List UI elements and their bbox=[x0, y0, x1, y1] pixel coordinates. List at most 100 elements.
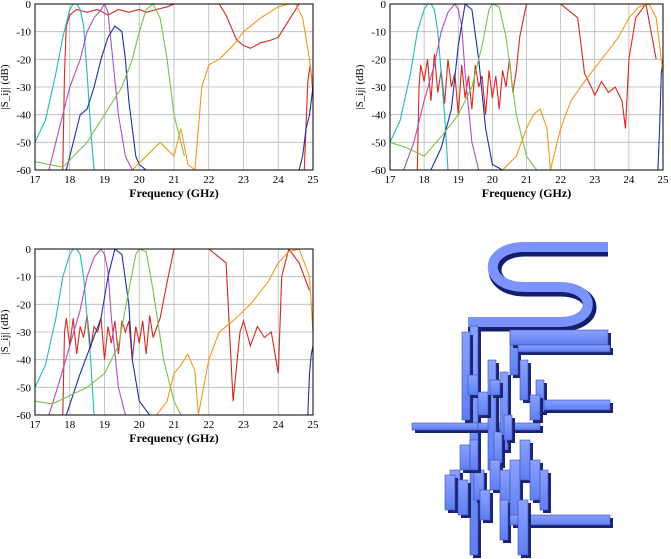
x-tick-label: 22 bbox=[203, 419, 214, 431]
x-tick-label: 20 bbox=[134, 174, 146, 186]
y-tick-label: -20 bbox=[16, 299, 31, 311]
strip-segments bbox=[411, 325, 613, 558]
x-tick-label: 21 bbox=[521, 174, 532, 186]
strip-segment bbox=[543, 399, 611, 411]
x-tick-label: 22 bbox=[203, 174, 214, 186]
strip-segment bbox=[489, 459, 501, 491]
strip-segment bbox=[444, 474, 456, 511]
x-tick-label: 17 bbox=[30, 419, 42, 431]
strip-segment bbox=[517, 499, 529, 556]
strip-segment bbox=[517, 344, 611, 353]
x-tick-label: 25 bbox=[658, 174, 670, 186]
series-blue-4 bbox=[307, 345, 313, 415]
x-tick-label: 20 bbox=[487, 174, 499, 186]
x-tick-label: 21 bbox=[169, 174, 180, 186]
y-tick-label: -60 bbox=[16, 165, 31, 177]
strip-segment bbox=[477, 391, 489, 416]
series-magenta-3 bbox=[48, 4, 133, 170]
y-tick-label: -40 bbox=[16, 110, 31, 122]
strip-segment bbox=[519, 359, 529, 401]
x-tick-label: 18 bbox=[419, 174, 431, 186]
x-tick-label: 24 bbox=[273, 174, 285, 186]
y-tick-label: -40 bbox=[371, 110, 386, 122]
y-tick-label: 0 bbox=[26, 244, 32, 256]
series-magenta-2 bbox=[403, 4, 480, 170]
series-green-5 bbox=[35, 249, 182, 415]
strip-segment bbox=[529, 394, 541, 421]
x-tick-label: 18 bbox=[64, 174, 76, 186]
x-axis-label: Frequency (GHz) bbox=[129, 186, 218, 200]
strip-segment bbox=[529, 459, 541, 501]
x-tick-label: 19 bbox=[99, 174, 111, 186]
y-tick-label: -50 bbox=[16, 137, 31, 149]
x-tick-label: 20 bbox=[134, 419, 146, 431]
series-blue-5 bbox=[298, 86, 313, 170]
x-tick-label: 19 bbox=[99, 419, 111, 431]
y-axis-label: |S_ij| (dB) bbox=[0, 64, 11, 109]
strip-segment bbox=[479, 489, 491, 521]
chart-2: 17 18 19 20 21 22 23 24 25 0 -10 -20 -30 -40 -50 -60 Fre… bbox=[354, 0, 669, 200]
series-blue-3 bbox=[65, 249, 151, 415]
y-tick-label: 0 bbox=[26, 0, 32, 11]
x-tick-label: 24 bbox=[273, 419, 285, 431]
x-tick-label: 17 bbox=[385, 174, 397, 186]
x-axis-label: Frequency (GHz) bbox=[482, 186, 571, 200]
y-axis-label: |S_ij| (dB) bbox=[0, 309, 11, 354]
series-blue-4 bbox=[65, 25, 147, 170]
series-cyan-1 bbox=[390, 4, 449, 170]
strip-segment bbox=[509, 514, 611, 526]
meander-bend bbox=[468, 242, 608, 332]
x-tick-label: 17 bbox=[30, 174, 42, 186]
y-tick-label: -50 bbox=[371, 137, 386, 149]
x-tick-label: 19 bbox=[453, 174, 465, 186]
plot-frame bbox=[34, 3, 314, 171]
strip-segment bbox=[457, 479, 469, 516]
strip-segment bbox=[539, 469, 549, 511]
x-tick-label: 23 bbox=[238, 174, 250, 186]
x-tick-label: 24 bbox=[623, 174, 635, 186]
y-tick-label: 0 bbox=[381, 0, 387, 11]
series-cyan-2 bbox=[35, 4, 95, 170]
series-orange-6 bbox=[502, 4, 663, 170]
chart-3: 17 18 19 20 21 22 23 24 25 0 -10 -20 -30 -40 -50 -60 Fre… bbox=[0, 244, 319, 445]
plot-frame bbox=[389, 3, 664, 171]
y-tick-label: -50 bbox=[16, 382, 31, 394]
x-tick-label: 25 bbox=[308, 174, 320, 186]
x-tick-label: 21 bbox=[169, 419, 180, 431]
strip-segment bbox=[503, 414, 513, 441]
series-green-6 bbox=[35, 4, 185, 168]
y-tick-label: -60 bbox=[16, 410, 31, 422]
y-tick-label: -10 bbox=[371, 27, 386, 39]
series-magenta-2 bbox=[48, 249, 126, 415]
y-tick-label: -10 bbox=[16, 272, 31, 284]
plot-frame bbox=[34, 248, 314, 416]
x-tick-label: 22 bbox=[555, 174, 566, 186]
series-red-0 bbox=[62, 249, 311, 415]
strip-segment bbox=[411, 422, 479, 431]
y-tick-label: -60 bbox=[371, 165, 386, 177]
chart-1: 17 18 19 20 21 22 23 24 25 0 -10 -20 -30 -40 -50 -60 Fre… bbox=[0, 0, 319, 200]
y-tick-label: -40 bbox=[16, 355, 31, 367]
x-tick-label: 18 bbox=[64, 419, 76, 431]
y-axis-label: |S_ij| (dB) bbox=[354, 64, 366, 109]
series-red-0 bbox=[416, 4, 657, 170]
y-tick-label: -30 bbox=[16, 82, 31, 94]
y-tick-label: -20 bbox=[16, 54, 31, 66]
strip-segment bbox=[509, 329, 609, 346]
series-green-5 bbox=[390, 4, 538, 170]
x-tick-label: 23 bbox=[238, 419, 250, 431]
strip-segment bbox=[519, 439, 531, 481]
strip-segment bbox=[489, 379, 501, 396]
strip-segment bbox=[467, 374, 479, 396]
strip-segment bbox=[459, 444, 471, 471]
x-axis-label: Frequency (GHz) bbox=[129, 431, 218, 445]
series-orange-6 bbox=[156, 249, 313, 415]
y-tick-label: -20 bbox=[371, 54, 386, 66]
series-orange-7 bbox=[131, 4, 313, 170]
x-tick-label: 25 bbox=[308, 419, 320, 431]
series-blue-3 bbox=[430, 4, 503, 170]
strip-segment bbox=[469, 439, 479, 471]
y-tick-label: -30 bbox=[16, 327, 31, 339]
